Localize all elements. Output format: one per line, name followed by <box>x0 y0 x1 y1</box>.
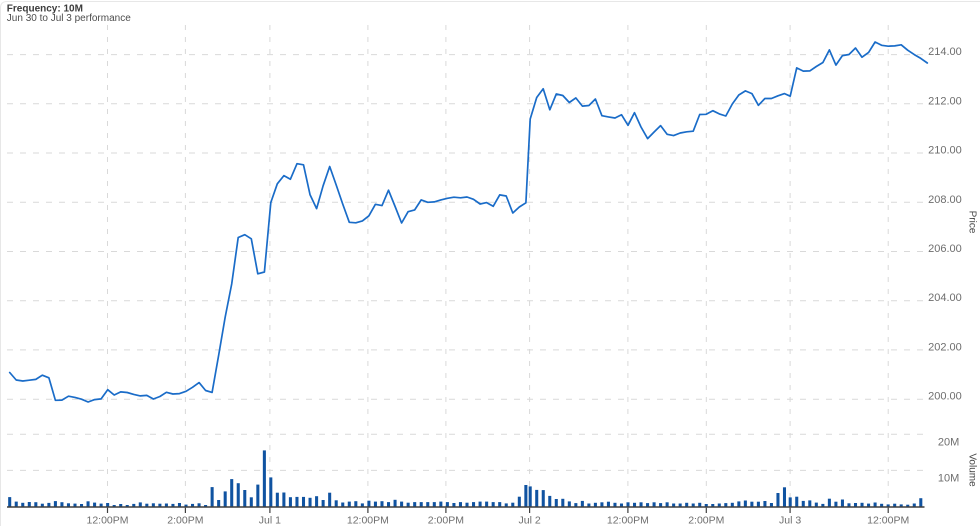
svg-text:208.00: 208.00 <box>928 194 962 206</box>
svg-text:Volume: Volume <box>967 453 978 487</box>
svg-text:20M: 20M <box>938 437 959 449</box>
svg-text:206.00: 206.00 <box>928 243 962 255</box>
svg-text:200.00: 200.00 <box>928 391 962 403</box>
svg-text:Frequency: 10M: Frequency: 10M <box>7 3 83 14</box>
svg-text:2:00PM: 2:00PM <box>688 514 724 526</box>
svg-text:Jul 1: Jul 1 <box>259 514 281 526</box>
svg-text:10M: 10M <box>938 473 959 485</box>
svg-text:12:00PM: 12:00PM <box>867 514 909 526</box>
svg-text:Jul 3: Jul 3 <box>779 514 801 526</box>
svg-text:2:00PM: 2:00PM <box>167 514 203 526</box>
svg-text:204.00: 204.00 <box>928 292 962 304</box>
svg-text:12:00PM: 12:00PM <box>347 514 389 526</box>
svg-text:12:00PM: 12:00PM <box>86 514 128 526</box>
svg-text:12:00PM: 12:00PM <box>607 514 649 526</box>
svg-text:214.00: 214.00 <box>928 46 962 58</box>
svg-text:Jun 30 to Jul 3 performance: Jun 30 to Jul 3 performance <box>7 13 131 24</box>
svg-text:Price: Price <box>967 211 978 234</box>
svg-text:212.00: 212.00 <box>928 95 962 107</box>
svg-text:Jul 2: Jul 2 <box>519 514 541 526</box>
svg-text:202.00: 202.00 <box>928 341 962 353</box>
svg-text:2:00PM: 2:00PM <box>428 514 464 526</box>
svg-text:210.00: 210.00 <box>928 145 962 157</box>
